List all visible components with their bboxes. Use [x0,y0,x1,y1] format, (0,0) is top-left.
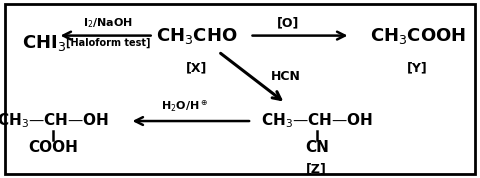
Text: CHI$_3$: CHI$_3$ [22,33,66,53]
Text: [Y]: [Y] [407,61,428,74]
Text: [O]: [O] [277,17,299,30]
Text: COOH: COOH [28,140,78,155]
Text: CH$_3$CHO: CH$_3$CHO [156,26,238,46]
Text: I$_2$/NaOH: I$_2$/NaOH [83,16,133,30]
Text: [X]: [X] [186,61,207,74]
Text: [Haloform test]: [Haloform test] [66,38,150,48]
Text: [Z]: [Z] [306,163,327,176]
Text: CN: CN [305,140,329,155]
Text: CH$_3$—CH—OH: CH$_3$—CH—OH [261,112,373,130]
Text: H$_2$O/H$^\oplus$: H$_2$O/H$^\oplus$ [161,99,208,114]
Text: CH$_3$—CH—OH: CH$_3$—CH—OH [0,112,109,130]
Text: CH$_3$COOH: CH$_3$COOH [370,26,466,46]
Text: HCN: HCN [271,70,301,83]
